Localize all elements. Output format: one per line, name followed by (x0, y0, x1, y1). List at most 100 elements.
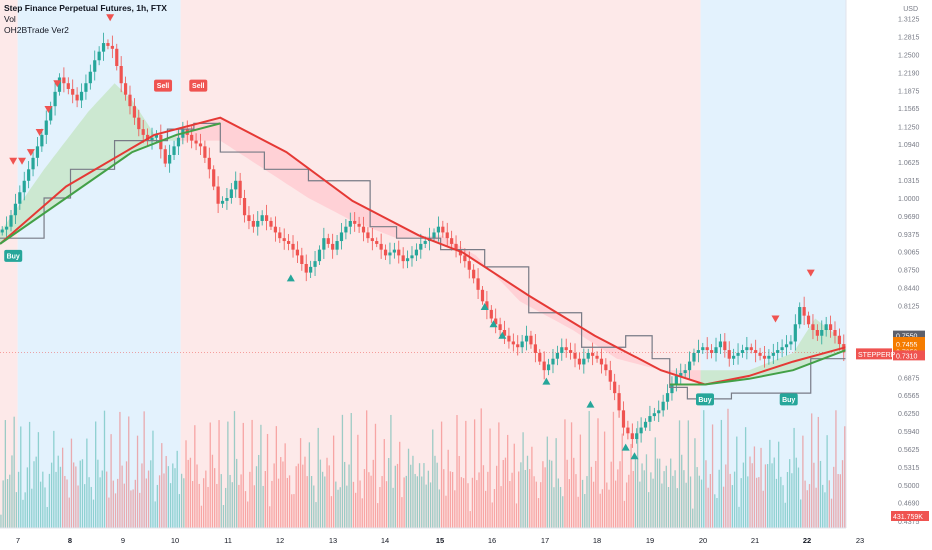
price-tick-label: 0.4375 (898, 519, 920, 526)
volume-bar (632, 470, 634, 528)
volume-bar (150, 460, 152, 528)
volume-bar (557, 478, 559, 528)
candle-body (242, 198, 247, 216)
time-tick-label: 11 (224, 536, 232, 545)
volume-bar (531, 446, 533, 528)
volume-bar (218, 420, 220, 528)
candle-body (163, 149, 167, 164)
volume-bar (696, 467, 698, 528)
volume-bar (143, 411, 145, 528)
volume-bar (802, 435, 804, 528)
volume-bar (766, 464, 769, 528)
volume-bar (158, 475, 161, 528)
candle-body (132, 106, 136, 118)
candle-body (53, 91, 57, 107)
time-tick-label: 14 (381, 536, 389, 545)
volume-bar (782, 485, 784, 528)
symbol-tag: STEPPERP (858, 352, 896, 359)
volume-bar (621, 433, 623, 528)
volume-bar (709, 473, 712, 528)
candle-body (194, 140, 198, 144)
volume-bar (165, 455, 167, 528)
candle-body (533, 344, 537, 353)
volume-bar (487, 471, 489, 528)
candle-body (256, 220, 260, 227)
candle-body (758, 352, 762, 356)
volume-bar (121, 465, 123, 528)
volume-bar (753, 446, 756, 528)
volume-bar (764, 464, 767, 528)
candle-body (626, 427, 630, 434)
candle-body (564, 347, 568, 351)
volume-bar (599, 493, 601, 528)
volume-bar (700, 479, 703, 528)
candle-body (313, 261, 317, 267)
candle-body (13, 203, 18, 216)
volume-bar (447, 449, 449, 528)
price-tick-label: 0.8125 (898, 304, 920, 311)
volume-bar (233, 411, 236, 528)
volume-bar (824, 492, 826, 528)
signal-buy-label: Buy (7, 253, 20, 260)
volume-bar (152, 430, 154, 528)
candle-body (670, 384, 674, 394)
volume-bar (194, 425, 196, 528)
candle-body (322, 238, 326, 250)
volume-bar (813, 462, 815, 528)
volume-bar (196, 464, 198, 528)
candle-body (75, 94, 79, 101)
candle-body (361, 226, 366, 233)
volume-bar (791, 473, 793, 528)
volume-bar (577, 496, 579, 528)
volume-bar (15, 492, 18, 528)
volume-bar (421, 476, 423, 528)
volume-bar (830, 498, 833, 528)
volume-bar (418, 463, 421, 528)
volume-bar (216, 483, 218, 528)
step-line (0, 122, 847, 400)
volume-bar (35, 456, 37, 528)
candle-body (317, 249, 322, 262)
volume-bar (427, 470, 430, 528)
price-tick-label: 1.0940 (898, 142, 920, 149)
volume-bar (496, 465, 498, 528)
volume-bar (370, 475, 372, 528)
volume-bar (460, 477, 463, 528)
candle-body (207, 157, 211, 170)
volume-bar (264, 471, 266, 528)
volume-bar (586, 476, 588, 528)
candle-body (538, 352, 542, 362)
down-triangle (9, 157, 18, 165)
volume-bar (271, 480, 273, 528)
signal-sell-label: Sell (192, 83, 205, 90)
volume-bar (211, 454, 214, 528)
volume-bar (434, 455, 436, 528)
candle-body (661, 401, 665, 411)
candle-body (586, 352, 590, 359)
time-tick-label: 17 (541, 536, 549, 545)
volume-bar (747, 476, 749, 528)
volume-bar (491, 502, 493, 528)
volume-bar (511, 472, 513, 528)
candle-body (793, 324, 797, 342)
price-axis: USD 1.3125 1.2815 1.2500 1.2190 1.1875 1.1565 1… (845, 0, 932, 550)
volume-bar (588, 411, 590, 528)
volume-bar (749, 456, 751, 528)
volume-bar (509, 481, 511, 528)
candle-body (260, 215, 264, 221)
volume-bar (291, 494, 293, 528)
volume-bar (412, 455, 414, 528)
volume-bar (537, 498, 540, 528)
volume-bar (209, 422, 211, 528)
volume-bar (167, 466, 170, 528)
volume-bar (225, 487, 227, 528)
price-tick-label: 0.6565 (898, 393, 920, 400)
volume-bar (31, 488, 33, 528)
volume-bar (6, 479, 9, 528)
legend-volume: Vol (4, 14, 16, 24)
candle-body (652, 413, 656, 417)
volume-bar (37, 432, 40, 528)
candle-body (410, 255, 414, 259)
volume-bar (236, 458, 238, 528)
